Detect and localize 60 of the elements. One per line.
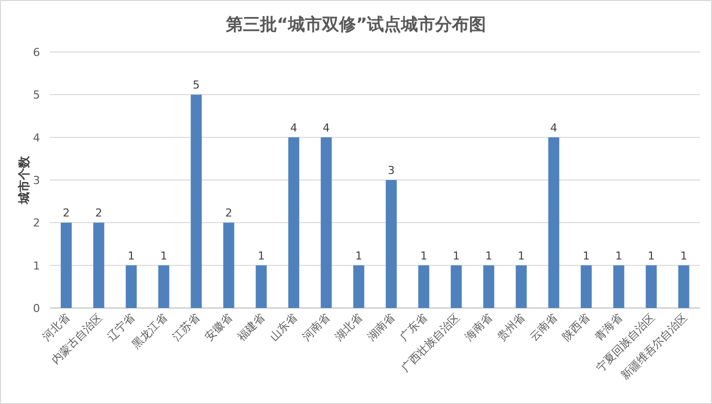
bar bbox=[190, 94, 202, 308]
bar bbox=[353, 265, 364, 308]
y-tick-label: 0 bbox=[33, 302, 40, 315]
bar bbox=[60, 222, 72, 308]
bar bbox=[678, 265, 690, 308]
bar bbox=[483, 265, 494, 308]
data-label: 1 bbox=[160, 249, 168, 262]
data-label: 1 bbox=[648, 249, 655, 262]
data-label: 4 bbox=[550, 121, 558, 134]
data-label: 3 bbox=[388, 164, 395, 177]
x-tick-label: 海南省 bbox=[462, 310, 495, 344]
y-tick-label: 4 bbox=[33, 131, 40, 144]
x-tick-label: 安徽省 bbox=[202, 310, 235, 344]
bar bbox=[158, 265, 170, 308]
y-tick-label: 2 bbox=[33, 216, 40, 230]
bar bbox=[580, 265, 592, 308]
bar bbox=[93, 222, 104, 308]
x-tick-label: 陕西省 bbox=[560, 310, 592, 344]
y-tick-label: 3 bbox=[33, 174, 40, 187]
x-tick-label: 湖南省 bbox=[364, 310, 398, 344]
x-tick-label: 湖北省 bbox=[332, 310, 365, 344]
data-label: 1 bbox=[452, 249, 460, 262]
data-label: 1 bbox=[680, 249, 688, 262]
data-label: 1 bbox=[420, 249, 428, 262]
y-tick-label: 6 bbox=[33, 46, 40, 59]
bar bbox=[450, 265, 462, 308]
data-label: 5 bbox=[192, 78, 200, 92]
bar bbox=[126, 265, 137, 308]
data-label: 1 bbox=[258, 249, 265, 262]
bar bbox=[256, 265, 267, 308]
y-tick-label: 1 bbox=[33, 259, 40, 272]
bar bbox=[548, 137, 560, 308]
x-tick-label: 河南省 bbox=[300, 310, 332, 344]
bar bbox=[516, 265, 527, 308]
data-label: 2 bbox=[225, 206, 232, 220]
x-tick-label: 贵州省 bbox=[494, 310, 528, 344]
bar bbox=[223, 222, 234, 308]
data-label: 1 bbox=[615, 249, 622, 262]
data-label: 2 bbox=[62, 206, 70, 220]
x-tick-label: 云南省 bbox=[527, 310, 560, 344]
bar bbox=[288, 137, 300, 308]
data-label: 1 bbox=[485, 249, 492, 262]
data-label: 1 bbox=[582, 249, 590, 262]
y-axis-title: 城市个数 bbox=[17, 155, 31, 205]
bar bbox=[386, 180, 397, 308]
bar bbox=[613, 265, 624, 308]
x-tick-label: 江苏省 bbox=[170, 310, 202, 344]
x-tick-label: 山东省 bbox=[267, 310, 300, 344]
chart-title: 第三批“城市双修”试点城市分布图 bbox=[224, 15, 486, 35]
data-label: 1 bbox=[128, 249, 135, 262]
bar bbox=[646, 265, 657, 308]
data-label: 2 bbox=[95, 206, 102, 220]
data-label: 4 bbox=[322, 121, 330, 134]
bar bbox=[320, 137, 332, 308]
bar bbox=[418, 265, 430, 308]
y-tick-label: 5 bbox=[33, 88, 40, 102]
x-tick-label: 福建省 bbox=[234, 310, 268, 344]
data-label: 1 bbox=[518, 249, 525, 262]
data-label: 1 bbox=[355, 249, 362, 262]
data-label: 4 bbox=[290, 121, 298, 134]
